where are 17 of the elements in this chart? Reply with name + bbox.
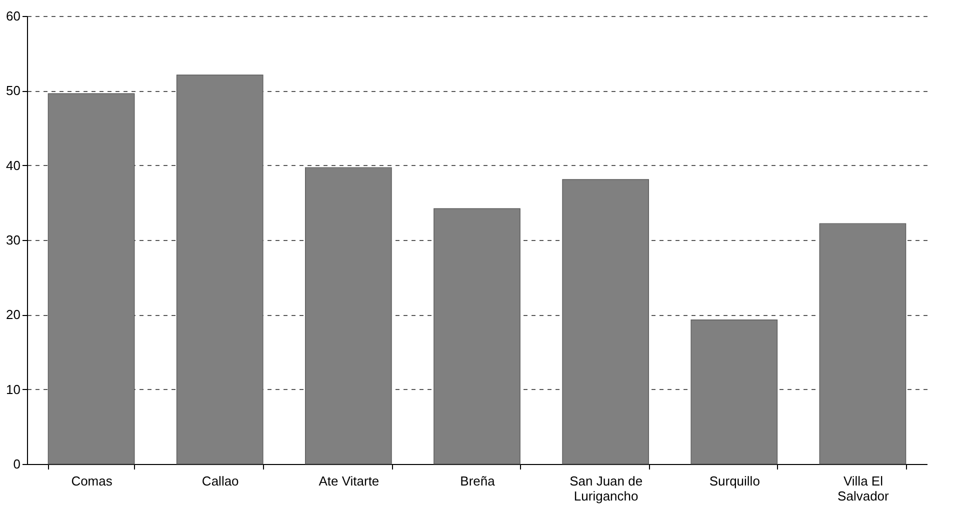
bar xyxy=(562,179,649,464)
x-tick-label: San Juan de Lurigancho xyxy=(570,474,643,504)
bar xyxy=(690,320,778,464)
x-tick-label: Callao xyxy=(202,474,239,488)
x-tick-label: Ate Vitarte xyxy=(318,474,380,488)
y-tick-label: 60 xyxy=(6,8,20,24)
x-tick-label: Villa El Salvador xyxy=(838,474,890,504)
y-tick-label: 30 xyxy=(6,232,20,248)
y-tick-label: 0 xyxy=(13,456,20,472)
x-tick-label: Surquillo xyxy=(709,474,760,488)
y-tick-label: 10 xyxy=(6,382,20,397)
y-tick-label: 50 xyxy=(6,83,20,98)
bar xyxy=(434,208,520,464)
x-tick-label: Comas xyxy=(71,474,113,488)
y-tick-label: 40 xyxy=(6,158,20,173)
y-tick-label: 20 xyxy=(6,307,20,322)
x-tick-label: Breña xyxy=(460,474,496,488)
